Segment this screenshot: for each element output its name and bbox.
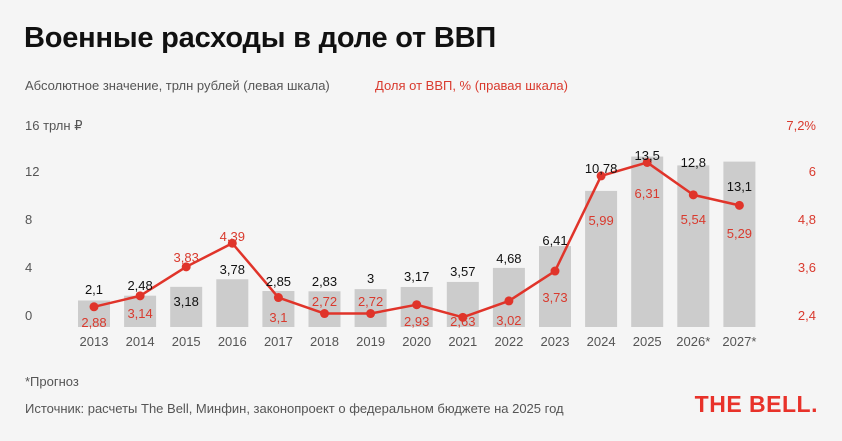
bar-value-label: 3,17 <box>404 269 429 284</box>
bar <box>539 246 571 327</box>
share-point <box>550 266 560 276</box>
x-axis-label: 2016 <box>218 334 247 349</box>
bar <box>124 295 157 327</box>
line-value-label: 3,02 <box>496 313 521 328</box>
bar <box>354 289 387 327</box>
x-axis-label: 2023 <box>541 334 570 349</box>
line-value-label: 4,39 <box>220 229 245 244</box>
bar <box>216 279 249 327</box>
share-point <box>734 200 744 210</box>
bar-value-label: 4,68 <box>496 251 521 266</box>
bar-value-label: 12,8 <box>681 155 706 170</box>
share-point <box>135 291 145 301</box>
bar-value-label: 10,78 <box>585 161 618 176</box>
line-value-label: 6,31 <box>635 186 660 201</box>
share-point <box>366 309 376 319</box>
right-axis-tick: 6 <box>809 164 816 179</box>
line-value-label: 2,63 <box>450 314 475 329</box>
labels-group: 2,1 2,48 3,18 3,78 2,85 2,83 3 3,17 3,57 4,68 6,41… <box>81 148 752 330</box>
share-point <box>273 293 283 303</box>
line-value-label: 2,72 <box>312 294 337 309</box>
bar-value-label: 3,78 <box>220 262 245 277</box>
x-axis-label: 2018 <box>310 334 339 349</box>
bar <box>677 165 710 327</box>
left-axis-tick: 8 <box>25 212 32 227</box>
right-axis-tick: 4,8 <box>798 212 816 227</box>
bar-value-label: 2,1 <box>85 282 103 297</box>
x-axis-label: 2022 <box>494 334 523 349</box>
bar-value-label: 2,85 <box>266 274 291 289</box>
share-point <box>596 171 606 181</box>
left-axis-tick: 0 <box>25 308 32 323</box>
share-point <box>642 157 652 167</box>
x-axis-label: 2021 <box>448 334 477 349</box>
bar <box>723 161 756 327</box>
line-value-label: 2,88 <box>81 315 106 330</box>
bar <box>631 156 664 327</box>
bar-value-label: 2,48 <box>127 278 152 293</box>
share-point <box>227 238 237 248</box>
line-value-label: 2,93 <box>404 314 429 329</box>
left-axis-tick: 12 <box>25 164 39 179</box>
bar-value-label: 13,1 <box>727 179 752 194</box>
x-axis-label: 2024 <box>587 334 616 349</box>
bar-value-label: 2,83 <box>312 274 337 289</box>
x-axis-label: 2025 <box>633 334 662 349</box>
chart-title: Военные расходы в доле от ВВП <box>24 22 497 54</box>
share-point <box>320 309 329 319</box>
bar-value-label: 6,41 <box>542 233 567 248</box>
share-point <box>688 190 698 200</box>
line-value-label: 2,72 <box>358 294 383 309</box>
line-value-label: 3,14 <box>127 306 152 321</box>
right-axis-tick: 7,2% <box>786 118 816 133</box>
axes-group: 0 4 8 12 16 трлн ₽ 2,4 3,6 4,8 6 7,2% 2013 2014 2015… <box>25 118 816 349</box>
line-value-label: 5,29 <box>727 226 752 241</box>
x-axis-label: 2014 <box>126 334 155 349</box>
line-group <box>89 157 744 322</box>
share-point <box>412 300 422 310</box>
forecast-note: *Прогноз <box>25 374 79 389</box>
brand-logo: THE BELL. <box>694 391 818 417</box>
x-axis-label: 2019 <box>356 334 385 349</box>
bar-value-label: 3,57 <box>450 264 475 279</box>
left-axis-tick: 4 <box>25 260 32 275</box>
bar-value-label: 3,18 <box>174 294 199 309</box>
x-axis-label: 2017 <box>264 334 293 349</box>
right-axis-tick: 3,6 <box>798 260 816 275</box>
bar-value-label: 13,5 <box>635 148 660 163</box>
share-point <box>89 302 99 312</box>
bar-value-label: 3 <box>367 271 374 286</box>
source-text: Источник: расчеты The Bell, Минфин, зако… <box>25 401 564 416</box>
legend-left-axis: Абсолютное значение, трлн рублей (левая … <box>25 78 330 93</box>
x-axis-label: 2015 <box>172 334 201 349</box>
x-axis-label: 2027* <box>722 334 756 349</box>
line-value-label: 3,73 <box>542 290 567 305</box>
x-axis-label: 2013 <box>80 334 109 349</box>
line-value-label: 5,54 <box>681 212 706 227</box>
line-value-label: 5,99 <box>588 213 613 228</box>
share-point <box>458 312 468 322</box>
x-axis-label: 2020 <box>402 334 431 349</box>
line-value-label: 3,1 <box>269 310 287 325</box>
line-value-label: 3,83 <box>174 250 199 265</box>
bar <box>585 190 618 327</box>
share-point <box>181 262 191 272</box>
legend-right-axis: Доля от ВВП, % (правая шкала) <box>375 78 568 93</box>
right-axis-tick: 2,4 <box>798 308 816 323</box>
share-point <box>504 296 514 306</box>
x-axis-label: 2026* <box>676 334 710 349</box>
bar <box>170 286 203 327</box>
left-axis-tick: 16 трлн ₽ <box>25 118 82 133</box>
